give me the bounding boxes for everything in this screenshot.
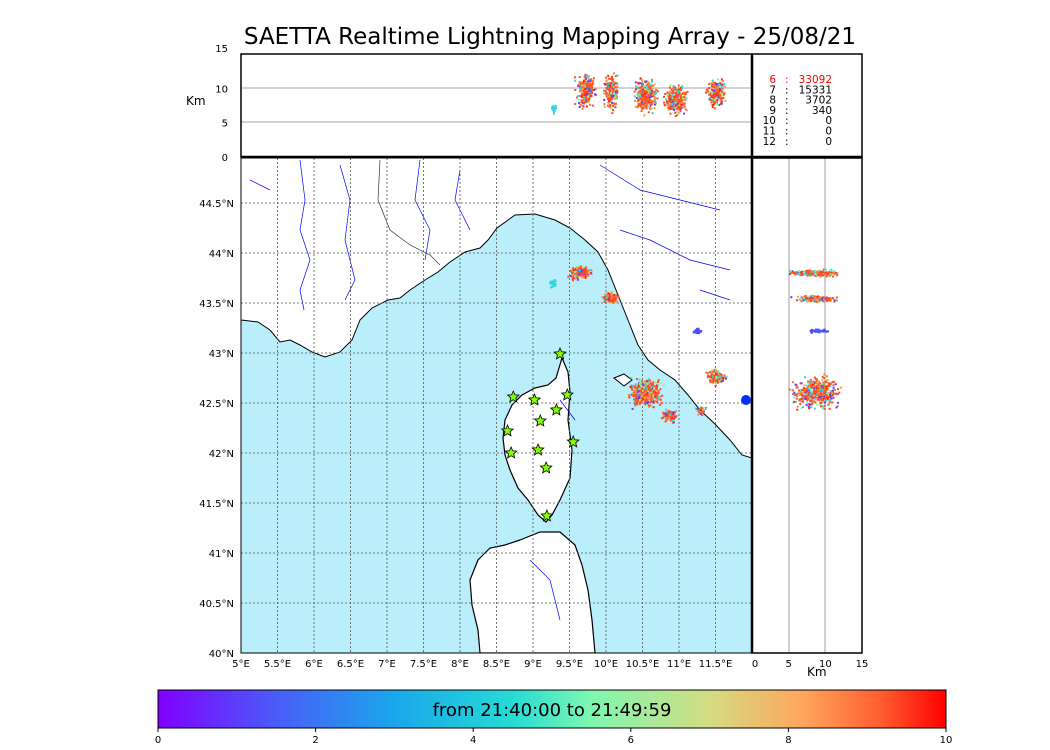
height-tick-label: 0 (222, 153, 228, 164)
lon-tick-label: 5.5°E (264, 659, 291, 670)
stations (500, 346, 580, 522)
lon-tick-label: 11°E (667, 659, 691, 670)
station-star-icon (553, 346, 567, 360)
altitude-count: 3702 (805, 95, 832, 107)
colorbar-tick-label: 8 (785, 735, 791, 746)
altitude-count: 340 (812, 105, 832, 117)
height-panel (240, 53, 753, 158)
altitude-separator: : (785, 74, 789, 86)
lon-tick-label: 11.5°E (699, 659, 733, 670)
colorbar (157, 689, 947, 729)
station-star-icon (506, 389, 520, 403)
colorbar-tick-label: 6 (628, 735, 634, 746)
altitude-label: 7 (769, 84, 776, 96)
side-tick-label: 15 (856, 659, 869, 670)
altitude-count: 33092 (799, 74, 832, 86)
lon-tick-label: 9.5°E (556, 659, 583, 670)
lon-tick-label: 6°E (305, 659, 323, 670)
station-star-icon (531, 442, 545, 456)
network-center-marker (741, 395, 751, 405)
lon-tick-label: 5°E (232, 659, 250, 670)
lon-tick-label: 8°E (451, 659, 469, 670)
elba-island (613, 373, 633, 387)
map-panel (241, 158, 752, 653)
altitude-count: 0 (825, 136, 832, 148)
lat-tick-label: 41°N (209, 549, 234, 560)
lat-tick-label: 41.5°N (199, 499, 234, 510)
lon-tick-label: 10°E (594, 659, 618, 670)
altitude-separator: : (785, 126, 789, 138)
station-star-icon (560, 387, 574, 401)
height-tick-label: 10 (215, 84, 228, 95)
station-star-icon (549, 402, 564, 416)
chart-title: SAETTA Realtime Lightning Mapping Array … (243, 24, 857, 50)
station-star-icon (504, 445, 518, 459)
map-lightning-sources (549, 265, 728, 424)
side-tick-label: 10 (819, 659, 832, 670)
sardinia-island (469, 531, 596, 653)
altitude-label: 6 (769, 74, 776, 86)
altitude-separator: : (785, 105, 789, 117)
lat-tick-label: 40.5°N (199, 599, 234, 610)
lat-tick-label: 44.5°N (199, 199, 234, 210)
altitude-separator: : (785, 95, 789, 107)
altitude-separator: : (785, 115, 789, 127)
lat-tick-label: 40°N (209, 649, 234, 660)
lon-tick-label: 8.5°E (483, 659, 510, 670)
altitude-label: 9 (769, 105, 776, 117)
altitude-count: 0 (825, 126, 832, 138)
station-star-icon (566, 434, 580, 448)
lon-tick-label: 7.5°E (410, 659, 437, 670)
height-tick-label: 5 (222, 119, 228, 130)
height-lightning-sources (550, 72, 727, 117)
borders (377, 159, 441, 266)
altitude-label: 8 (769, 95, 776, 107)
station-star-icon (533, 413, 547, 427)
station-star-icon (539, 460, 553, 474)
height-axis-unit: Km (186, 94, 206, 108)
side-tick-label: 5 (785, 659, 791, 670)
altitude-count: 0 (825, 115, 832, 127)
colorbar-tick-label: 4 (470, 735, 476, 746)
altitude-separator: : (785, 84, 789, 96)
altitude-count: 15331 (799, 84, 832, 96)
lat-tick-label: 42.5°N (199, 399, 234, 410)
height-tick-label: 15 (215, 44, 228, 55)
lat-tick-label: 43.5°N (199, 299, 234, 310)
side-lightning-sources (788, 268, 843, 411)
colorbar-tick-label: 2 (312, 735, 318, 746)
altitude-separator: : (785, 136, 789, 148)
altitude-label: 12 (763, 136, 776, 148)
lat-tick-label: 42°N (209, 449, 234, 460)
corsica-island (502, 356, 573, 523)
lon-tick-label: 10.5°E (626, 659, 660, 670)
side-panel (751, 157, 863, 654)
station-star-icon (540, 508, 554, 522)
colorbar-label: from 21:40:00 to 21:49:59 (432, 700, 672, 721)
colorbar-tick-label: 10 (940, 735, 953, 746)
station-star-icon (500, 423, 515, 437)
lon-tick-label: 7°E (378, 659, 396, 670)
lat-tick-label: 44°N (209, 249, 234, 260)
map-grid (241, 158, 752, 653)
lon-tick-label: 9°E (524, 659, 542, 670)
station-star-icon (527, 392, 542, 406)
altitude-label: 11 (763, 126, 776, 138)
colorbar-tick-label: 0 (155, 735, 161, 746)
rivers (249, 159, 731, 621)
altitude-label: 10 (763, 115, 776, 127)
lon-tick-label: 6.5°E (337, 659, 364, 670)
lat-tick-label: 43°N (209, 349, 234, 360)
colorbar-ticks: 0 2 4 6 8 10 (155, 728, 953, 746)
side-tick-label: 0 (752, 659, 758, 670)
side-axis-unit: Km (807, 665, 827, 679)
